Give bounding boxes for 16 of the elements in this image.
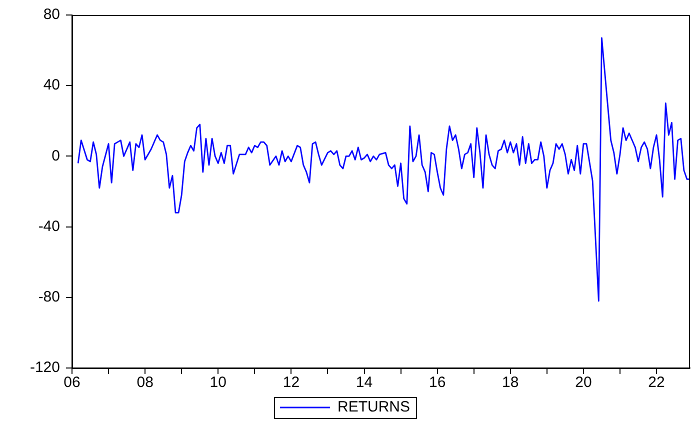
x-tick-label: 12 <box>282 374 300 392</box>
x-tick-label: 20 <box>575 374 592 392</box>
y-tick-label: 0 <box>52 147 60 164</box>
legend-label: RETURNS <box>338 398 410 416</box>
y-tick-label: -120 <box>30 359 60 376</box>
y-tick-label: 40 <box>43 76 60 94</box>
x-tick-label: 08 <box>136 374 154 392</box>
y-tick-label: 80 <box>43 6 60 24</box>
y-tick-label: -80 <box>38 288 60 306</box>
x-tick-label: 16 <box>428 374 446 392</box>
x-tick-label: 22 <box>648 374 665 392</box>
y-tick-label: -40 <box>38 218 60 235</box>
x-tick-label: 18 <box>502 374 519 392</box>
x-tick-label: 10 <box>210 374 226 392</box>
x-tick-label: 06 <box>64 374 80 392</box>
x-tick-label: 14 <box>356 374 373 392</box>
